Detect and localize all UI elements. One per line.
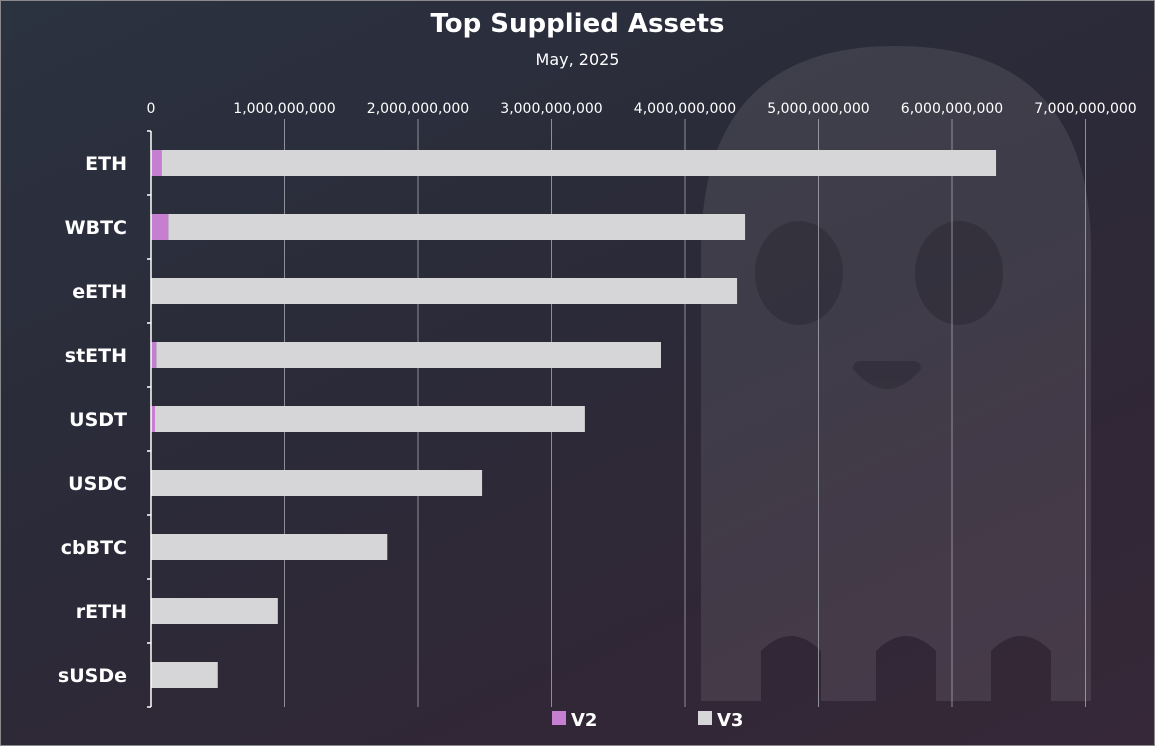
legend-swatch-v3 bbox=[698, 711, 712, 725]
bar-v3-eeth bbox=[151, 278, 738, 304]
bar-v3-usdc bbox=[151, 470, 483, 496]
category-labels: ETH WBTC eETH stETH USDT USDC cbBTC rETH sUSDe bbox=[58, 153, 127, 687]
chart-subtitle: May, 2025 bbox=[535, 50, 620, 69]
bar-v2-usdt bbox=[151, 406, 156, 432]
bar-v3-cbbtc bbox=[151, 534, 388, 560]
legend-label-v2: V2 bbox=[571, 710, 597, 731]
bar-v3-susde bbox=[151, 662, 218, 688]
x-tick-label: 3,000,000,000 bbox=[500, 101, 602, 117]
legend-swatch-v2 bbox=[552, 711, 566, 725]
bar-v3-steth bbox=[156, 342, 661, 368]
x-tick-label: 0 bbox=[147, 101, 156, 117]
y-axis bbox=[147, 130, 152, 708]
category-label: rETH bbox=[76, 601, 127, 623]
bar-v3-reth bbox=[151, 598, 278, 624]
category-label: sUSDe bbox=[58, 665, 127, 687]
category-label: ETH bbox=[85, 153, 127, 175]
ghost-watermark bbox=[701, 46, 1091, 701]
bar-v3-wbtc bbox=[168, 214, 746, 240]
legend: V2 V3 bbox=[552, 710, 743, 731]
x-tick-label: 6,000,000,000 bbox=[901, 101, 1003, 117]
legend-label-v3: V3 bbox=[717, 710, 743, 731]
ghost-face bbox=[755, 221, 1003, 389]
category-label: WBTC bbox=[65, 217, 127, 239]
category-label: stETH bbox=[65, 345, 127, 367]
bar-v2-eth bbox=[151, 150, 162, 176]
x-tick-label: 5,000,000,000 bbox=[767, 101, 869, 117]
x-tick-label: 2,000,000,000 bbox=[367, 101, 469, 117]
chart-title: Top Supplied Assets bbox=[430, 9, 725, 39]
bar-v3-usdt bbox=[155, 406, 585, 432]
category-label: USDT bbox=[69, 409, 127, 431]
x-tick-label: 7,000,000,000 bbox=[1034, 101, 1136, 117]
category-label: cbBTC bbox=[61, 537, 127, 559]
x-tick-label: 4,000,000,000 bbox=[634, 101, 736, 117]
category-label: USDC bbox=[68, 473, 127, 495]
category-label: eETH bbox=[72, 281, 127, 303]
x-tick-label: 1,000,000,000 bbox=[233, 101, 335, 117]
bar-v2-steth bbox=[151, 342, 157, 368]
bar-v3-eth bbox=[161, 150, 997, 176]
x-axis-ticks: 0 1,000,000,000 2,000,000,000 3,000,000,000… bbox=[147, 101, 1137, 117]
bar-v2-wbtc bbox=[151, 214, 169, 240]
bars bbox=[151, 150, 997, 688]
